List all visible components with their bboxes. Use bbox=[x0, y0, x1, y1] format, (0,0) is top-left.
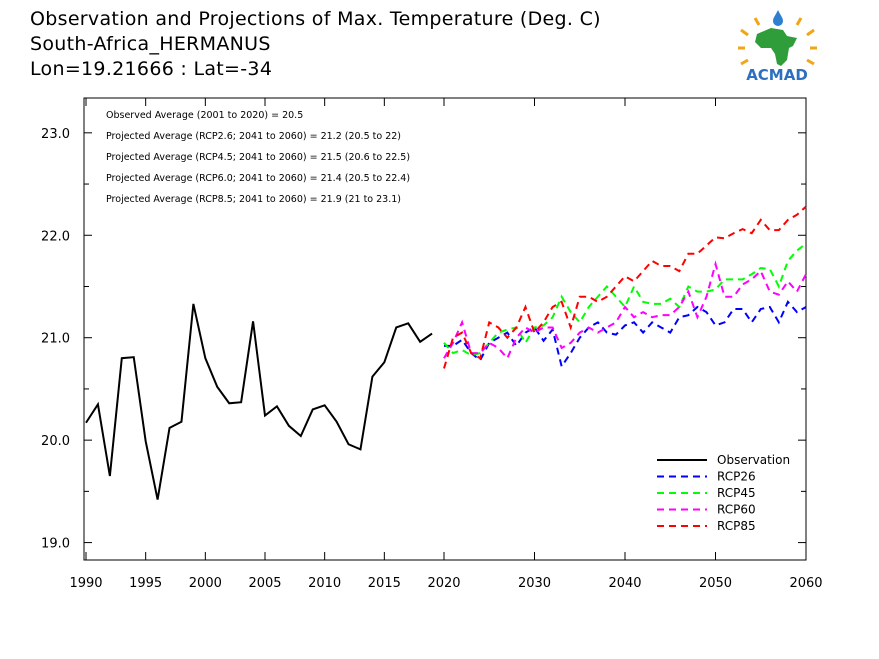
x-tick-label: 2000 bbox=[189, 576, 222, 591]
annotation-text: Projected Average (RCP8.5; 2041 to 2060)… bbox=[106, 194, 401, 205]
x-tick-label: 2020 bbox=[427, 576, 460, 591]
legend-label: RCP26 bbox=[717, 470, 756, 484]
y-tick-label: 22.0 bbox=[41, 229, 70, 244]
x-tick-label: 2005 bbox=[248, 576, 281, 591]
y-tick-label: 21.0 bbox=[41, 332, 70, 347]
water-drop-icon bbox=[773, 10, 783, 26]
x-tick-label: 2030 bbox=[518, 576, 551, 591]
chart-subtitle-coordinates: Lon=19.21666 : Lat=-34 bbox=[30, 58, 273, 80]
annotation-text: Projected Average (RCP4.5; 2041 to 2060)… bbox=[106, 152, 410, 163]
y-tick-label: 20.0 bbox=[41, 434, 70, 449]
x-tick-label: 2050 bbox=[699, 576, 732, 591]
rcp45-line bbox=[443, 242, 807, 357]
x-tick-label: 1990 bbox=[69, 576, 102, 591]
x-tick-label: 1995 bbox=[129, 576, 162, 591]
legend-label: RCP45 bbox=[717, 486, 756, 500]
legend-label: RCP60 bbox=[717, 503, 756, 517]
acmad-logo: ACMAD bbox=[738, 10, 817, 83]
plot-frame bbox=[83, 97, 807, 561]
logo-text: ACMAD bbox=[746, 66, 808, 83]
annotation-text: Projected Average (RCP2.6; 2041 to 2060)… bbox=[106, 131, 401, 142]
africa-map-icon bbox=[755, 28, 797, 66]
rcp60-line bbox=[443, 260, 807, 361]
observation-line bbox=[85, 303, 433, 500]
legend-label: Observation bbox=[717, 453, 790, 467]
x-tick-label: 2015 bbox=[368, 576, 401, 591]
x-tick-label: 2060 bbox=[789, 576, 822, 591]
x-tick-label: 2010 bbox=[308, 576, 341, 591]
chart-subtitle-location: South-Africa_HERMANUS bbox=[30, 33, 271, 55]
rcp85-line bbox=[443, 205, 807, 369]
annotation-text: Observed Average (2001 to 2020) = 20.5 bbox=[106, 110, 303, 121]
y-tick-label: 23.0 bbox=[41, 127, 70, 142]
x-tick-label: 2040 bbox=[608, 576, 641, 591]
annotation-text: Projected Average (RCP6.0; 2041 to 2060)… bbox=[106, 173, 410, 184]
y-tick-label: 19.0 bbox=[41, 537, 70, 552]
rcp26-line bbox=[444, 300, 807, 369]
legend-label: RCP85 bbox=[717, 519, 756, 533]
sun-rays-icon bbox=[738, 17, 817, 66]
chart-title: Observation and Projections of Max. Temp… bbox=[30, 8, 601, 30]
